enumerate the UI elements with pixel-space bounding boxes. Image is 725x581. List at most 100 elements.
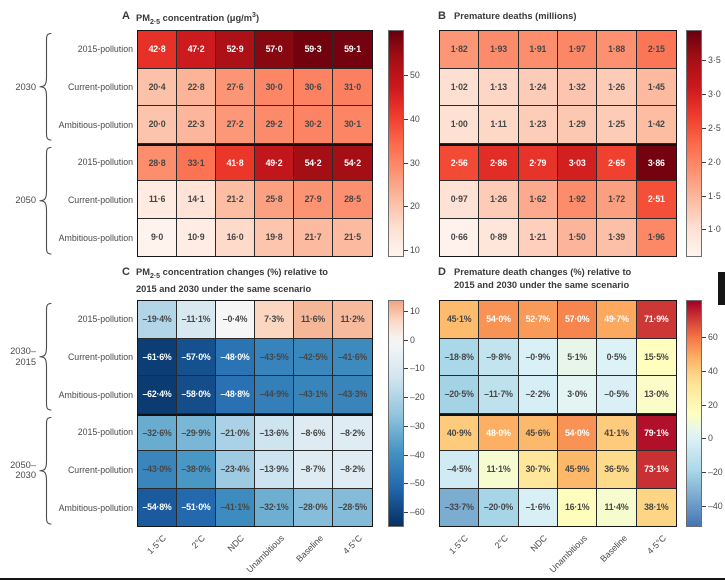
heatmap-cell-A-1-4: 30·6 xyxy=(294,68,333,106)
panel-title-C: PM2·5 concentration changes (%) relative… xyxy=(136,267,328,295)
heatmap-cell-B-0-2: 1·91 xyxy=(518,31,558,69)
colorbar-tick-label-C: –40 xyxy=(410,449,425,460)
colorbar-tick-label-B: 3·0 xyxy=(708,88,721,99)
row-label-A-3: 2015-pollution xyxy=(77,157,133,168)
heatmap-cell-C-1-5: –41·6% xyxy=(333,338,372,376)
panel-letter-C: C xyxy=(122,266,130,278)
heatmap-cell-D-1-0: –18·8% xyxy=(440,338,480,376)
heatmap-cell-C-4-3: –13·9% xyxy=(255,451,294,489)
heatmap-cell-B-5-0: 0·66 xyxy=(440,218,480,256)
heatmap-cell-D-1-1: –9·8% xyxy=(479,338,519,376)
heatmap-cell-C-3-3: –13·6% xyxy=(255,413,294,451)
heatmap-cell-A-2-0: 20·0 xyxy=(138,106,177,144)
heatmap-cell-C-2-4: –43·1% xyxy=(294,376,333,414)
colorbar-tick-label-B: 3·5 xyxy=(708,54,721,65)
heatmap-cell-D-4-0: –4·5% xyxy=(440,451,480,489)
row-label-C-0: 2015-pollution xyxy=(77,313,133,324)
colorbar-tick-label-B: 1·5 xyxy=(708,190,721,201)
colorbar-tick-C xyxy=(404,368,408,370)
heatmap-cell-B-2-1: 1·11 xyxy=(479,106,519,144)
heatmap-C: –19·4% –11·1% –0·4% 7·3% 11·6% 11·2% –61·6% –57… xyxy=(137,300,373,527)
heatmap-cell-D-5-2: –1·6% xyxy=(518,488,558,526)
heatmap-cell-C-3-2: –21·0% xyxy=(216,413,255,451)
heatmap-cell-D-5-0: –33·7% xyxy=(440,488,480,526)
heatmap-cell-A-4-2: 21·2 xyxy=(216,181,255,219)
heatmap-cell-A-5-3: 19·8 xyxy=(255,218,294,256)
heatmap-cell-B-3-5: 3·86 xyxy=(636,143,676,181)
colorbar-tick-label-C: –10 xyxy=(410,363,425,374)
heatmap-cell-B-3-0: 2·56 xyxy=(440,143,480,181)
heatmap-cell-A-4-3: 25·8 xyxy=(255,181,294,219)
heatmap-cell-B-0-5: 2·15 xyxy=(636,31,676,69)
row-group-label-C-1: 2050– 2030 xyxy=(10,459,36,481)
colorbar-tick-D xyxy=(702,370,706,372)
heatmap-cell-D-5-5: 38·1% xyxy=(636,488,676,526)
heatmap-cell-C-5-0: –54·8% xyxy=(138,488,177,526)
colorbar-A xyxy=(388,30,404,257)
panel-title-D: Premature death changes (%) relative to 2… xyxy=(454,267,632,290)
row-group-label-A-0: 2030 xyxy=(15,81,36,92)
heatmap-cell-A-2-2: 27·2 xyxy=(216,106,255,144)
colorbar-tick-C xyxy=(404,425,408,427)
heatmap-cell-B-5-5: 1·96 xyxy=(636,218,676,256)
heatmap-cell-C-4-0: –43·0% xyxy=(138,451,177,489)
heatmap-cell-A-0-2: 52·9 xyxy=(216,31,255,69)
heatmap-cell-A-5-4: 21·7 xyxy=(294,218,333,256)
heatmap-cell-D-2-4: –0·5% xyxy=(597,376,637,414)
heatmap-cell-D-1-4: 0·5% xyxy=(597,338,637,376)
heatmap-cell-A-2-4: 30·2 xyxy=(294,106,333,144)
heatmap-cell-D-4-1: 11·1% xyxy=(479,451,519,489)
heatmap-cell-B-5-4: 1·39 xyxy=(597,218,637,256)
heatmap-cell-D-5-3: 16·1% xyxy=(557,488,598,526)
heatmap-cell-B-2-0: 1·00 xyxy=(440,106,480,144)
colorbar-D xyxy=(686,300,702,527)
colorbar-tick-label-C: 10 xyxy=(410,305,420,316)
heatmap-cell-D-2-3: 3·0% xyxy=(557,376,598,414)
heatmap-cell-C-5-2: –41·1% xyxy=(216,488,255,526)
colorbar-tick-B xyxy=(702,229,706,231)
heatmap-cell-A-3-5: 54·2 xyxy=(333,143,372,181)
heatmap-cell-A-2-5: 30·1 xyxy=(333,106,372,144)
heatmap-cell-A-5-0: 9·0 xyxy=(138,218,177,256)
row-group-label-C-0: 2030– 2015 xyxy=(10,346,36,367)
heatmap-cell-C-0-3: 7·3% xyxy=(255,301,294,339)
heatmap-cell-C-0-5: 11·2% xyxy=(333,301,372,339)
colorbar-tick-C xyxy=(404,397,408,399)
heatmap-cell-A-3-3: 49·2 xyxy=(255,143,294,181)
heatmap-cell-D-1-2: –0·9% xyxy=(518,338,558,376)
colorbar-tick-label-D: –40 xyxy=(708,501,723,512)
row-label-C-1: Current-pollution xyxy=(67,351,133,362)
colorbar-tick-B xyxy=(702,93,706,95)
page-edge-marker xyxy=(718,272,725,305)
heatmap-cell-D-3-3: 54·0% xyxy=(557,413,598,451)
heatmap-cell-B-3-3: 3·03 xyxy=(557,143,598,181)
heatmap-cell-A-0-5: 59·1 xyxy=(333,31,372,69)
colorbar-tick-D xyxy=(702,506,706,508)
panel-letter-B: B xyxy=(438,10,446,22)
heatmap-A: 42·8 47·2 52·9 57·0 59·3 59·1 20·4 22·8 27·6 30·0… xyxy=(137,30,373,257)
heatmap-cell-A-3-2: 41·8 xyxy=(216,143,255,181)
heatmap-cell-B-1-5: 1·45 xyxy=(636,68,676,106)
heatmap-cell-D-0-0: 45·1% xyxy=(440,301,480,339)
heatmap-cell-A-2-1: 22·3 xyxy=(177,106,216,144)
heatmap-cell-B-4-3: 1·92 xyxy=(557,181,598,219)
heatmap-cell-C-0-2: –0·4% xyxy=(216,301,255,339)
row-label-C-2: Ambitious-pollution xyxy=(58,389,133,400)
heatmap-cell-C-3-1: –29·9% xyxy=(177,413,216,451)
colorbar-tick-label-D: 60 xyxy=(708,331,718,342)
heatmap-cell-A-4-1: 14·1 xyxy=(177,181,216,219)
heatmap-cell-A-1-5: 31·0 xyxy=(333,68,372,106)
colorbar-tick-label-A: 20 xyxy=(410,201,420,212)
heatmap-cell-B-1-2: 1·24 xyxy=(518,68,558,106)
heatmap-cell-D-2-2: –2·2% xyxy=(518,376,558,414)
colorbar-tick-C xyxy=(404,310,408,312)
heatmap-cell-C-2-5: –43·3% xyxy=(333,376,372,414)
heatmap-cell-B-4-5: 2·51 xyxy=(636,181,676,219)
heatmap-cell-C-5-4: –28·0% xyxy=(294,488,333,526)
heatmap-cell-C-5-5: –28·5% xyxy=(333,488,372,526)
colorbar-tick-label-D: 40 xyxy=(708,365,718,376)
row-label-C-3: 2015-pollution xyxy=(77,427,133,438)
heatmap-cell-C-3-4: –8·6% xyxy=(294,413,333,451)
heatmap-cell-C-2-3: –44·9% xyxy=(255,376,294,414)
heatmap-cell-D-0-5: 71·9% xyxy=(636,301,676,339)
